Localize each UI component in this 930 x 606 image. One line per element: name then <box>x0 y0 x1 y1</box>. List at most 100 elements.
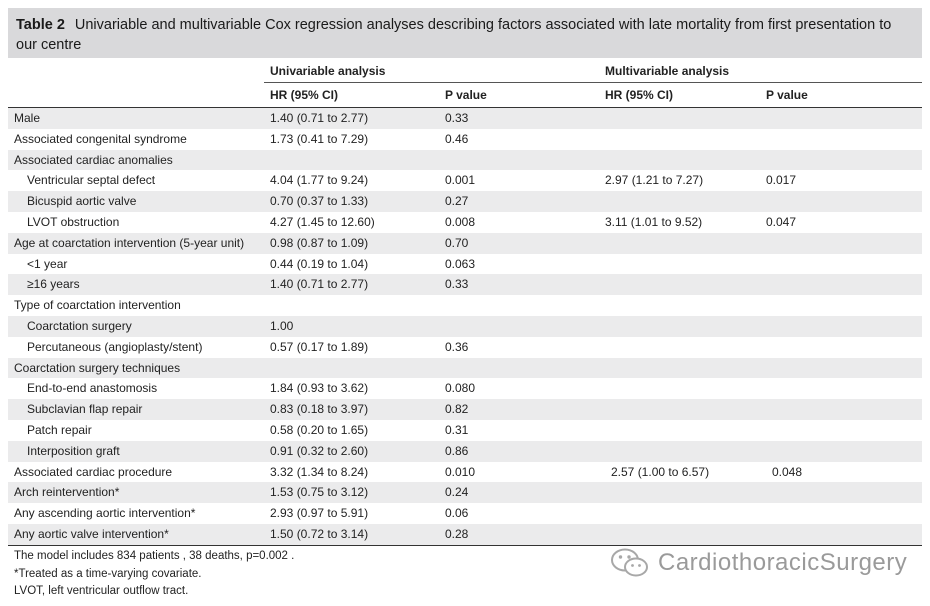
multivariable-p-cell <box>760 274 922 296</box>
univariable-hr-cell: 0.44 (0.19 to 1.04) <box>270 256 369 271</box>
multivariable-p-cell <box>760 107 922 129</box>
table-row: Associated congenital syndrome 1.73 (0.41… <box>8 129 922 150</box>
table-row: ≥16 years 1.40 (0.71 to 2.77) 0.33 <box>8 274 922 296</box>
univariable-p-cell: 0.06 <box>445 506 469 521</box>
table-row: Patch repair 0.58 (0.20 to 1.65) 0.31 <box>8 420 922 441</box>
row-label: Associated cardiac procedure <box>14 464 173 479</box>
univariable-p-cell: 0.28 <box>439 523 599 546</box>
univariable-hr-cell: 1.40 (0.71 to 2.77) <box>264 107 439 129</box>
footnote-time-varying: *Treated as a time-varying covariate. <box>14 568 202 580</box>
multivariable-p-cell <box>760 129 922 150</box>
univariable-p-cell <box>439 315 599 337</box>
watermark: CardiothoracicSurgery <box>610 546 907 580</box>
row-label: <1 year <box>27 256 68 271</box>
table-row: Type of coarctation intervention <box>8 295 922 316</box>
multivariable-hr-cell <box>599 523 760 546</box>
table-row: Interposition graft 0.91 (0.32 to 2.60) 0.… <box>8 440 922 462</box>
univariable-hr-header: HR (95% CI) <box>264 82 439 108</box>
row-label: Any aortic valve intervention* <box>8 523 264 546</box>
row-label: Age at coarctation intervention (5-year … <box>8 232 264 254</box>
multivariable-hr-cell <box>599 191 760 212</box>
univariable-p-cell: 0.70 <box>439 232 599 254</box>
row-label: LVOT obstruction <box>27 214 120 229</box>
univariable-p-cell <box>439 149 599 171</box>
univariable-hr-cell: 1.00 <box>264 315 439 337</box>
row-label: Subclavian flap repair <box>8 399 264 420</box>
group-header-row: Univariable analysis Multivariable analy… <box>8 60 922 83</box>
table-row: Coarctation surgery techniques <box>8 357 922 379</box>
multivariable-hr-cell <box>599 482 760 504</box>
table-row: Any ascending aortic intervention* 2.93 (… <box>8 503 922 524</box>
multivariable-p-cell <box>760 149 922 171</box>
table-row: Percutaneous (angioplasty/stent) 0.57 (0.… <box>8 337 922 358</box>
univariable-p-cell: 0.063 <box>445 256 476 271</box>
univariable-p-cell: 0.001 <box>445 173 476 188</box>
univariable-p-header: P value <box>439 82 599 108</box>
univariable-p-cell: 0.86 <box>439 440 599 462</box>
table-body: Male 1.40 (0.71 to 2.77) 0.33 Associated co… <box>8 107 922 546</box>
multivariable-hr-cell <box>599 357 760 379</box>
multivariable-p-cell <box>760 523 922 546</box>
table-row: Arch reintervention* 1.53 (0.75 to 3.12) 0… <box>8 482 922 504</box>
table-row: Age at coarctation intervention (5-year … <box>8 232 922 254</box>
multivariable-hr-cell <box>599 232 760 254</box>
table-row: Bicuspid aortic valve 0.70 (0.37 to 1.33)… <box>8 191 922 212</box>
multivariable-group-header: Multivariable analysis <box>599 60 922 83</box>
footnote-model: The model includes 834 patients , 38 dea… <box>14 550 295 562</box>
table-row: Associated cardiac procedure 3.32 (1.34 t… <box>8 462 922 483</box>
multivariable-hr-header: HR (95% CI) <box>599 82 760 108</box>
multivariable-hr-cell <box>599 295 760 316</box>
univariable-hr-cell: 1.50 (0.72 to 3.14) <box>264 523 439 546</box>
multivariable-hr-cell: 2.57 (1.00 to 6.57) <box>611 464 710 479</box>
multivariable-p-cell <box>760 191 922 212</box>
multivariable-p-cell <box>760 232 922 254</box>
multivariable-hr-cell <box>599 107 760 129</box>
table-row: Subclavian flap repair 0.83 (0.18 to 3.97… <box>8 399 922 420</box>
multivariable-p-cell <box>760 440 922 462</box>
univariable-hr-cell: 0.91 (0.32 to 2.60) <box>264 440 439 462</box>
multivariable-hr-cell <box>599 399 760 420</box>
table-row: Any aortic valve intervention* 1.50 (0.72… <box>8 523 922 546</box>
row-label: Percutaneous (angioplasty/stent) <box>27 339 203 354</box>
watermark-text: CardiothoracicSurgery <box>658 549 908 576</box>
univariable-hr-cell <box>264 357 439 379</box>
univariable-hr-cell: 0.70 (0.37 to 1.33) <box>264 191 439 212</box>
univariable-hr-cell: 1.40 (0.71 to 2.77) <box>264 274 439 296</box>
multivariable-p-cell <box>760 315 922 337</box>
univariable-hr-cell: 0.98 (0.87 to 1.09) <box>264 232 439 254</box>
row-label: Type of coarctation intervention <box>14 298 181 313</box>
multivariable-p-cell <box>760 254 922 275</box>
multivariable-hr-cell <box>599 254 760 275</box>
multivariable-hr-cell: 2.97 (1.21 to 7.27) <box>605 173 704 188</box>
multivariable-p-cell <box>760 337 922 358</box>
multivariable-hr-cell <box>599 378 760 399</box>
multivariable-hr-cell <box>599 149 760 171</box>
univariable-p-cell: 0.24 <box>439 482 599 504</box>
univariable-hr-cell: 1.53 (0.75 to 3.12) <box>264 482 439 504</box>
multivariable-p-cell <box>760 295 922 316</box>
table-title: Univariable and multivariable Cox regres… <box>16 17 892 53</box>
row-label: Male <box>8 107 264 129</box>
univariable-hr-cell: 3.32 (1.34 to 8.24) <box>270 464 369 479</box>
table-label: Table 2 <box>16 17 65 33</box>
univariable-hr-cell: 1.84 (0.93 to 3.62) <box>270 381 369 396</box>
table-row: Coarctation surgery 1.00 <box>8 315 922 337</box>
multivariable-hr-cell <box>599 337 760 358</box>
univariable-p-cell: 0.36 <box>445 339 469 354</box>
multivariable-p-cell <box>760 378 922 399</box>
multivariable-p-cell: 0.048 <box>772 464 803 479</box>
univariable-p-cell: 0.33 <box>439 107 599 129</box>
table-row: End-to-end anastomosis 1.84 (0.93 to 3.62… <box>8 378 922 399</box>
multivariable-hr-cell: 3.11 (1.01 to 9.52) <box>605 214 703 229</box>
univariable-p-cell: 0.33 <box>439 274 599 296</box>
multivariable-p-cell <box>760 357 922 379</box>
multivariable-p-cell <box>760 482 922 504</box>
row-label: Any ascending aortic intervention* <box>14 506 196 521</box>
column-header-row: HR (95% CI) P value HR (95% CI) P value <box>8 82 922 108</box>
multivariable-p-cell: 0.017 <box>766 173 797 188</box>
row-label: Associated cardiac anomalies <box>8 149 264 171</box>
univariable-hr-cell: 0.83 (0.18 to 3.97) <box>264 399 439 420</box>
footnote-abbreviation: LVOT, left ventricular outflow tract. <box>14 585 189 597</box>
univariable-hr-cell: 0.57 (0.17 to 1.89) <box>270 339 369 354</box>
